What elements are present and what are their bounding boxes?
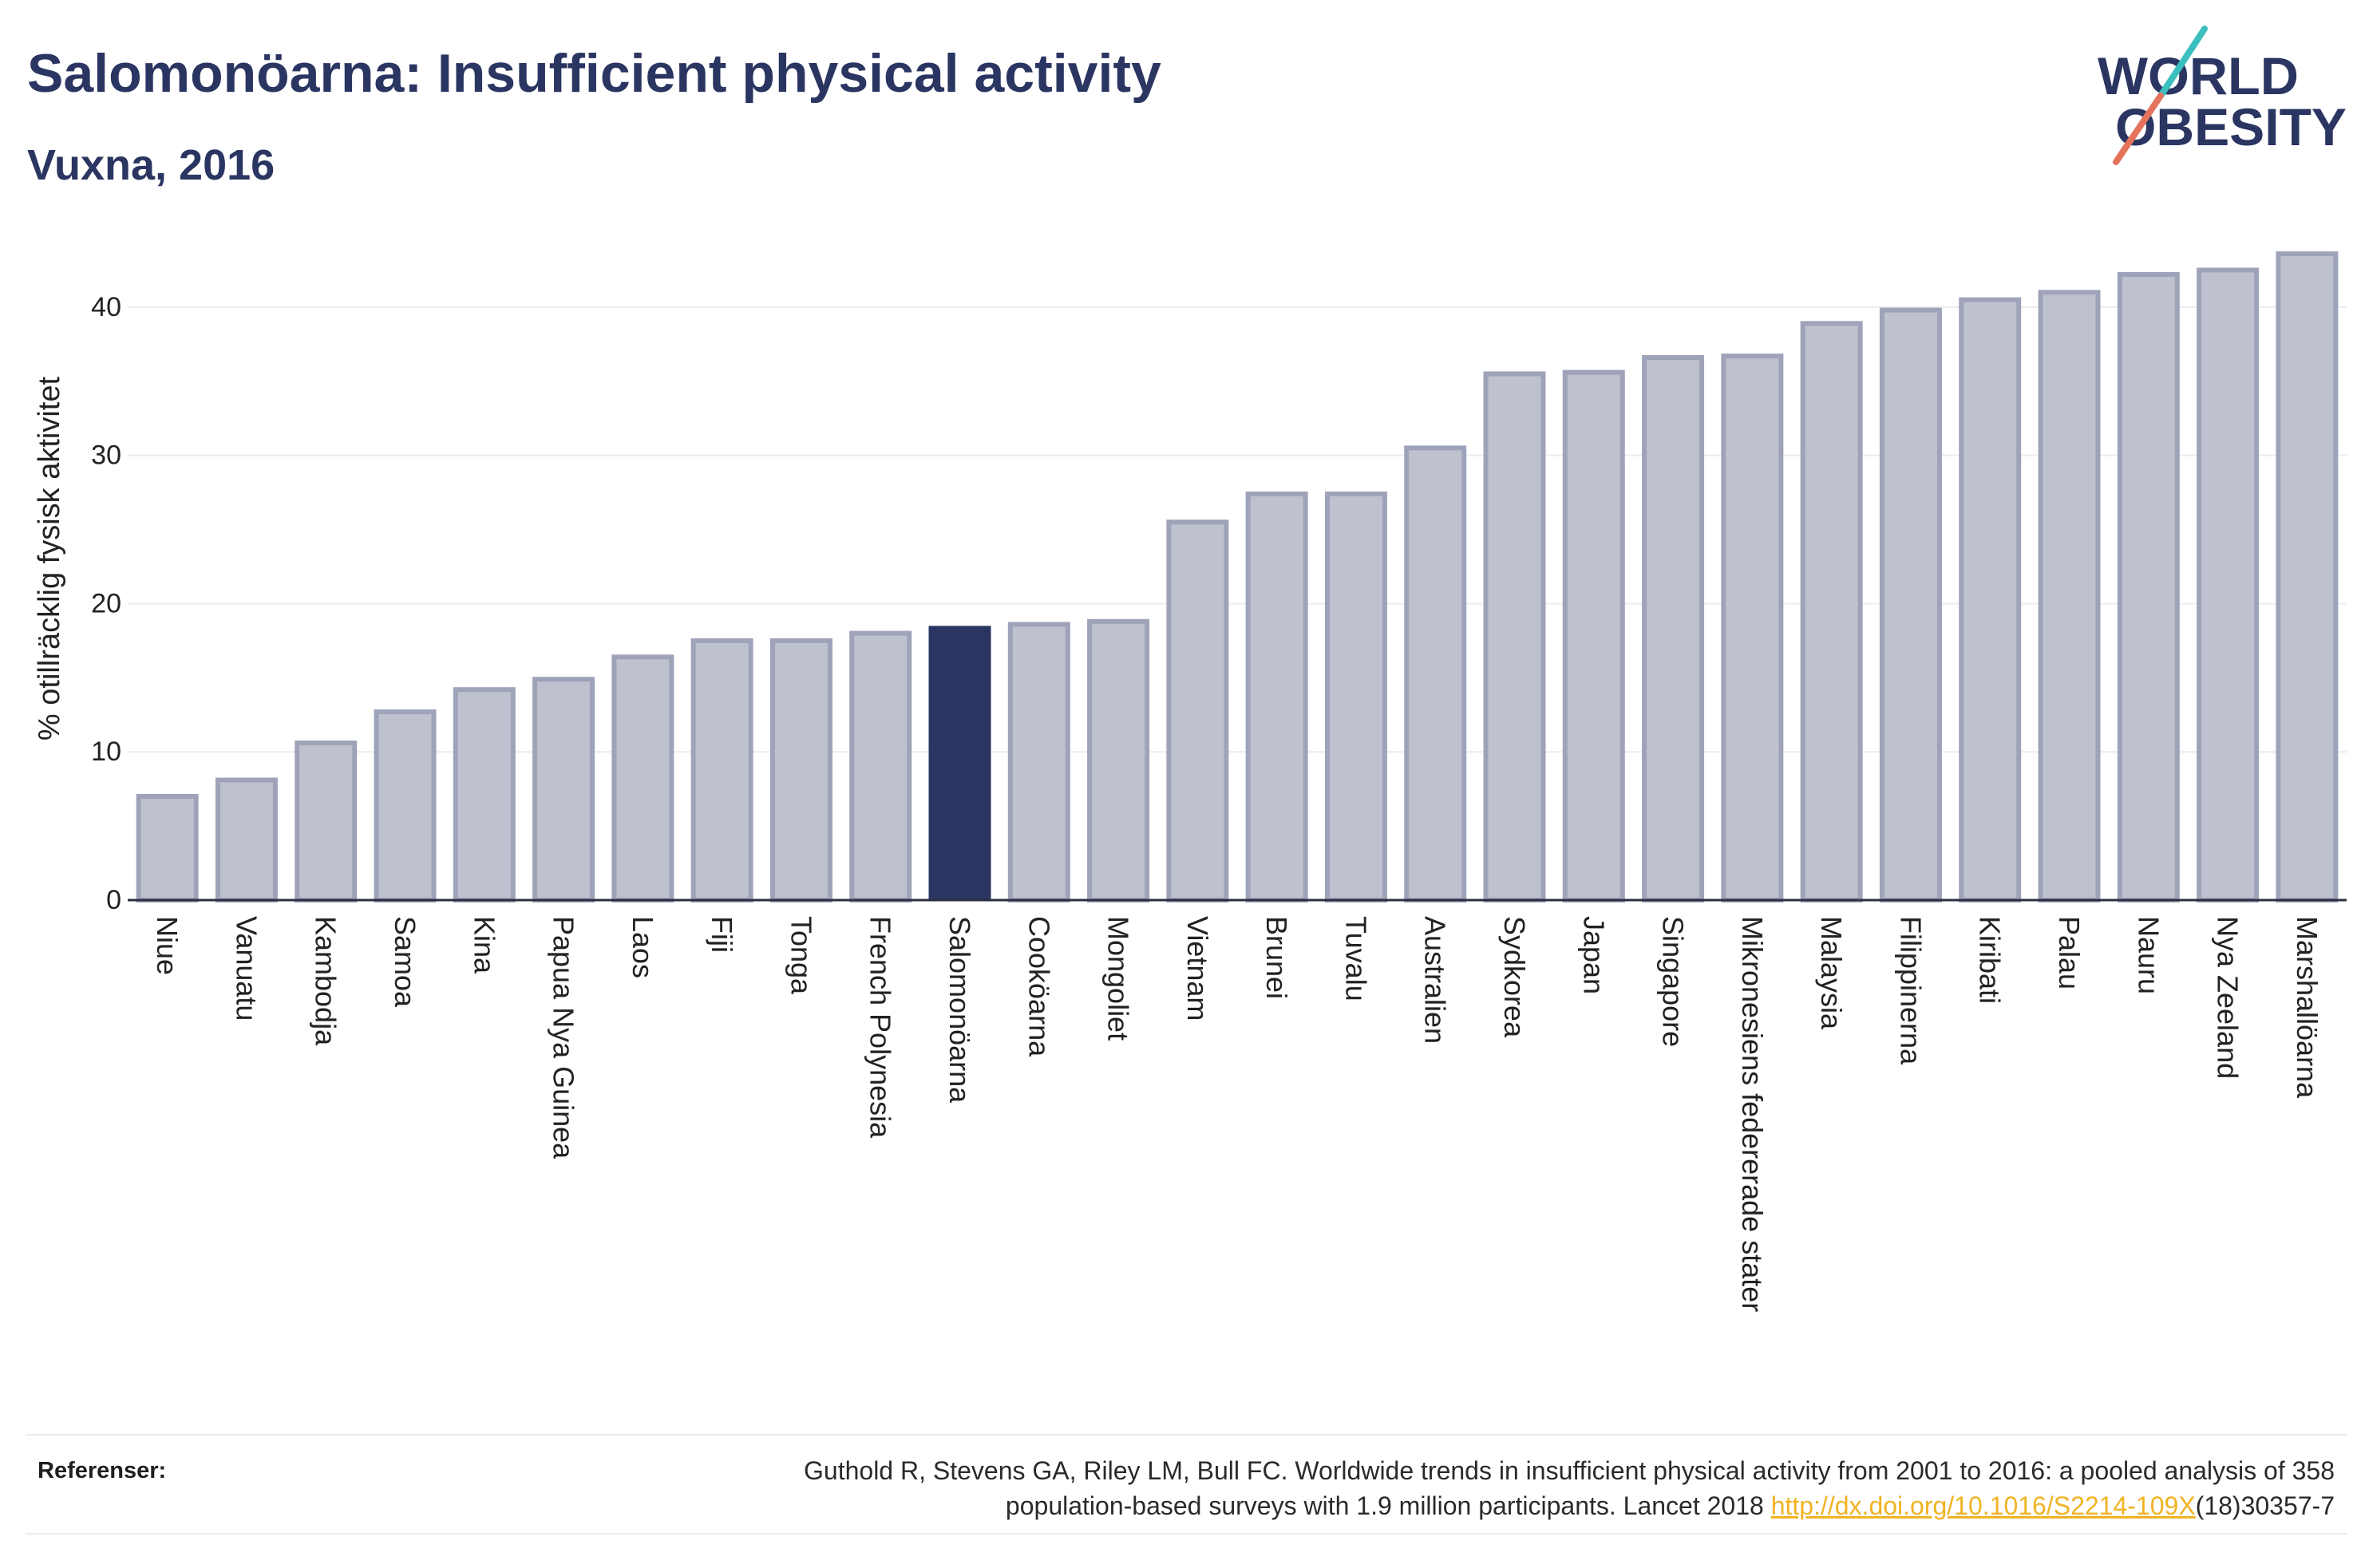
bars [136,251,2339,903]
x-tick-label: Filippinerna [1894,916,1927,1065]
bar [1642,355,1705,902]
x-tick-label: Vanuatu [230,916,263,1021]
bar [2276,251,2339,902]
bar [453,687,516,902]
x-tick-label: Tonga [785,916,817,995]
x-tick-label: Niue [151,916,184,975]
x-tick-label: Salomonöarna [943,916,976,1104]
bar [1324,491,1387,902]
logo-slash-top [2157,26,2208,99]
x-tick-label: Australien [1419,916,1452,1044]
references-text: Guthold R, Stevens GA, Riley LM, Bull FC… [804,1453,2335,1523]
y-tick-label: 30 [91,440,121,471]
x-tick-label: Samoa [389,916,421,1008]
x-tick-label: Cooköarna [1022,916,1055,1057]
reference-doi-link[interactable]: http://dx.doi.org/10.1016/S2214-109X [1770,1491,2196,1520]
bar [690,638,753,903]
reference-line-2-text: population-based surveys with 1.9 millio… [1005,1491,1771,1520]
bar [1721,353,1784,902]
y-axis-title: % otillräcklig fysisk aktivitet [33,377,66,741]
logo-word-world: WORLD [2098,46,2299,105]
reference-doi-suffix: (18)30357-7 [2195,1491,2335,1520]
bar [295,741,358,902]
x-tick-label: Papua Nya Guinea [548,916,580,1159]
bar [2038,290,2101,902]
reference-line-1: Guthold R, Stevens GA, Riley LM, Bull FC… [804,1456,2335,1485]
x-tick-label: Kambodja [310,916,342,1046]
x-axis-labels: Niue Vanuatu Kambodja Samoa Kina Papua Nya Gu… [151,916,2323,1312]
bar [136,793,199,903]
bar [215,777,278,903]
y-tick-label: 40 [91,292,121,322]
reference-line-2: population-based surveys with 1.9 millio… [804,1488,2335,1523]
x-tick-label: Japan [1577,916,1610,994]
x-tick-label: Fiji [706,916,738,953]
bar [1879,307,1942,902]
x-tick-label: Kina [468,916,500,974]
x-tick-label: Mikronesiens federerade stater [1736,916,1769,1312]
x-tick-label: Sydkorea [1498,916,1531,1038]
bar [374,709,437,902]
x-tick-label: Kiribati [1974,916,2007,1004]
x-tick-label: Brunei [1260,916,1293,999]
bar [1166,519,1229,902]
bar [611,654,674,903]
y-axis-ticks: 0 10 20 30 40 [91,292,121,915]
x-tick-label: Malaysia [1815,916,1848,1030]
y-tick-label: 10 [91,737,121,767]
bar [1007,622,1070,902]
x-tick-label: Tuvalu [1339,916,1372,1001]
x-tick-label: Singapore [1657,916,1690,1047]
bar [1562,369,1625,902]
footer-divider-bottom [26,1533,2347,1534]
bar [1245,491,1308,902]
bar [1800,321,1863,902]
x-tick-label: Marshallöarna [2291,916,2323,1099]
bar-highlighted [928,626,991,900]
bar [769,638,832,903]
bar [1483,371,1546,902]
references-label: Referenser: [38,1458,167,1483]
x-tick-label: Nauru [2132,916,2165,994]
bar [1404,445,1467,902]
x-tick-label: Palau [2053,916,2086,989]
x-tick-label: Mongoliet [1102,916,1135,1041]
page-title: Salomonöarna: Insufficient physical acti… [27,43,1161,104]
x-tick-label: Vietnam [1181,916,1214,1021]
logo-slash-bottom [2113,93,2164,165]
bar [1087,618,1150,902]
x-tick-label: Nya Zeeland [2212,916,2244,1079]
x-tick-label: French Polynesia [864,916,897,1139]
y-tick-label: 0 [106,885,121,915]
bar [849,630,912,902]
world-obesity-logo: WORLD OBESITY [2098,26,2347,165]
x-tick-label: Laos [627,916,659,978]
bar [2197,267,2260,902]
y-tick-label: 20 [91,588,121,618]
footer-divider-top [26,1434,2347,1436]
bar [532,677,595,902]
bar [2117,272,2180,903]
page-subtitle: Vuxna, 2016 [27,141,275,189]
bar [1959,297,2022,903]
